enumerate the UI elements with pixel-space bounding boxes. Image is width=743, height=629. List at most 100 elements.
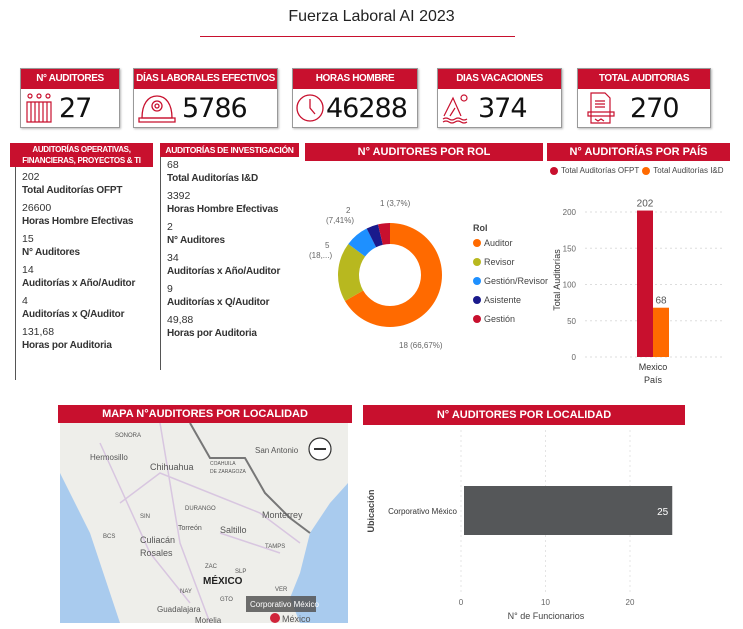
metric-item: 26600 Horas Hombre Efectivas — [22, 202, 156, 227]
donut-slice-auditor[interactable] — [344, 223, 442, 327]
map-label: Culiacán — [140, 535, 175, 545]
map-view[interactable]: SONORA Hermosillo Chihuahua COAHUILA DE ZARA… — [60, 423, 348, 623]
map-label: Monterrey — [262, 510, 303, 520]
kpi-value: 46288 — [326, 92, 408, 124]
legend-item[interactable]: Auditor — [473, 238, 548, 248]
metric-item: 15 N° Auditores — [22, 233, 156, 258]
label-gestion: 1 (3,7%) — [380, 199, 411, 208]
page-title: Fuerza Laboral AI 2023 — [288, 8, 455, 25]
hard-hat-icon — [138, 95, 176, 123]
location-marker[interactable] — [270, 613, 280, 623]
mountain-sun-icon — [442, 94, 468, 124]
y-tick: 150 — [563, 244, 577, 253]
map-tooltip-text: Corporativo México — [250, 600, 319, 609]
bar-ofpt[interactable] — [637, 210, 653, 357]
kpi-value: 27 — [59, 92, 92, 124]
bar-corporativo-mexico[interactable] — [464, 486, 673, 535]
pais-bar-chart: 0 50 100 150 200 202 68 Mexico País Total Auditor… — [552, 199, 725, 385]
map-label: Rosales — [140, 548, 173, 558]
loc-bar-chart: 0 10 20 25 Corporativo México N° de Funcionar… — [366, 430, 673, 621]
y-tick: 50 — [567, 317, 576, 326]
title-underline — [200, 36, 515, 37]
donut-slice-revisor[interactable] — [338, 243, 366, 301]
legend-item[interactable]: Asistente — [473, 295, 548, 305]
rol-donut-chart — [338, 223, 442, 327]
metric-label: N° Auditores — [167, 235, 225, 246]
metric-value: 131,68 — [22, 326, 55, 338]
metric-item: 14 Auditorías x Año/Auditor — [22, 264, 156, 289]
legend-item[interactable]: Gestión — [473, 314, 548, 324]
metric-value: 4 — [22, 295, 28, 307]
metric-label: Horas Hombre Efectivas — [22, 216, 134, 227]
label-auditor: 18 (66,67%) — [399, 341, 443, 350]
y-tick: 200 — [563, 208, 577, 217]
metric-label: Auditorías x Q/Auditor — [22, 309, 125, 320]
bar-id[interactable] — [653, 307, 669, 357]
document-icon — [587, 92, 615, 124]
metric-value: 202 — [22, 171, 40, 183]
kpi-card-total: TOTAL AUDITORIAS 270 — [577, 68, 711, 128]
metric-label: Horas por Auditoria — [167, 328, 257, 339]
kpi-value: 270 — [630, 92, 680, 124]
metric-label: Auditorías x Año/Auditor — [22, 278, 136, 289]
metric-value: 68 — [167, 159, 179, 171]
metric-item: 202 Total Auditorías OFPT — [22, 171, 156, 196]
metric-value: 34 — [167, 252, 179, 264]
data-label: 68 — [655, 296, 667, 307]
map-label: BCS — [103, 534, 115, 540]
id-header: AUDITORÍAS DE INVESTIGACIÓN — [160, 143, 299, 157]
map-label: SLP — [235, 569, 246, 575]
clock-icon — [296, 94, 324, 122]
kpi-label: DÍAS LABORALES EFECTIVOS — [134, 69, 277, 89]
map-label: Morelia — [195, 616, 222, 623]
pais-header: N° AUDITORÍAS POR PAÍS — [547, 143, 730, 161]
kpi-label: N° AUDITORES — [21, 69, 119, 89]
people-icon — [26, 93, 52, 123]
donut-slice-gestinrevisor[interactable] — [348, 228, 377, 257]
loc-header: N° AUDITORES POR LOCALIDAD — [363, 405, 685, 425]
kpi-value: 374 — [478, 92, 528, 124]
divider — [15, 167, 16, 380]
metric-item: 49,88 Horas por Auditoria — [167, 314, 301, 339]
kpi-card-auditores: N° AUDITORES 27 — [20, 68, 120, 128]
legend-id: Total Auditorías I&D — [642, 166, 724, 175]
kpi-card-vacaciones: DIAS VACACIONES 374 — [437, 68, 562, 128]
map-label: DE ZARAGOZA — [210, 469, 247, 475]
divider — [160, 157, 161, 370]
legend-item[interactable]: Revisor — [473, 257, 548, 267]
map-label: Guadalajara — [157, 605, 201, 614]
map-label: San Antonio — [255, 446, 299, 455]
map-label: COAHUILA — [210, 461, 236, 467]
map-label: México — [282, 614, 311, 623]
ofpt-header: AUDITORÍAS OPERATIVAS, FINANCIERAS, PROYE… — [10, 143, 153, 167]
y-axis-label: Total Auditorías — [552, 249, 562, 311]
label-revisor-count: 5 — [325, 241, 330, 250]
y-tick: Corporativo México — [388, 507, 457, 516]
metric-value: 9 — [167, 283, 173, 295]
metric-item: 68 Total Auditorías I&D — [167, 159, 301, 184]
legend-item[interactable]: Gestión/Revisor — [473, 276, 548, 286]
metric-label: Auditorías x Q/Auditor — [167, 297, 270, 308]
map-label: SIN — [140, 514, 150, 520]
metric-item: 131,68 Horas por Auditoria — [22, 326, 156, 351]
label-gr-pct: (7,41%) — [326, 216, 355, 225]
kpi-card-horas: HORAS HOMBRE 46288 — [292, 68, 418, 128]
metric-item: 2 N° Auditores — [167, 221, 301, 246]
x-axis-label: País — [644, 375, 663, 385]
id-metrics: 68 Total Auditorías I&D 3392 Horas Hombre E… — [167, 153, 301, 339]
map-label: SONORA — [115, 433, 141, 439]
donut-slice-gestin[interactable] — [378, 223, 390, 245]
x-tick: 0 — [459, 598, 464, 607]
x-tick: 20 — [626, 598, 635, 607]
map-label: DURANGO — [185, 506, 216, 512]
metric-item: 9 Auditorías x Q/Auditor — [167, 283, 301, 308]
kpi-label: TOTAL AUDITORIAS — [578, 69, 710, 89]
pais-legend: Total Auditorías OFPT Total Auditorías I… — [550, 166, 724, 183]
donut-slice-asistente[interactable] — [366, 224, 383, 248]
y-tick: 100 — [563, 281, 577, 290]
metric-value: 2 — [167, 221, 173, 233]
map-label: Chihuahua — [150, 462, 194, 472]
data-label: 202 — [637, 199, 654, 210]
map-label: ZAC — [205, 564, 218, 570]
metric-value: 3392 — [167, 190, 191, 202]
